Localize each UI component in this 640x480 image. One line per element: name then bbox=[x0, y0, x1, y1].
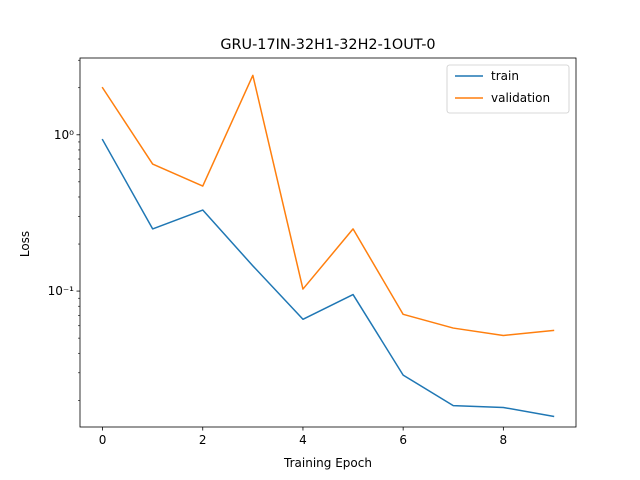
x-tick-label: 0 bbox=[99, 433, 107, 447]
y-tick-label: 10⁰ bbox=[54, 128, 74, 142]
series-line-validation bbox=[101, 74, 555, 337]
legend-box bbox=[446, 64, 570, 114]
legend-label-validation: validation bbox=[491, 91, 550, 105]
plot-frame bbox=[79, 57, 577, 428]
legend-label-train: train bbox=[491, 69, 519, 83]
series-line-train bbox=[101, 138, 555, 418]
plot-area bbox=[101, 74, 555, 418]
x-tick-label: 8 bbox=[500, 433, 508, 447]
x-axis: 0 2 4 6 8 bbox=[99, 427, 507, 447]
legend: train validation bbox=[446, 64, 570, 114]
y-axis-label: Loss bbox=[18, 231, 32, 257]
chart-title: GRU-17IN-32H1-32H2-1OUT-0 bbox=[220, 37, 435, 53]
x-tick-label: 4 bbox=[299, 433, 307, 447]
x-axis-label: Training Epoch bbox=[283, 456, 372, 470]
y-axis: 10⁻¹ 10⁰ bbox=[48, 59, 80, 401]
x-tick-label: 2 bbox=[199, 433, 207, 447]
y-tick-label: 10⁻¹ bbox=[48, 284, 75, 298]
x-tick-label: 6 bbox=[399, 433, 407, 447]
